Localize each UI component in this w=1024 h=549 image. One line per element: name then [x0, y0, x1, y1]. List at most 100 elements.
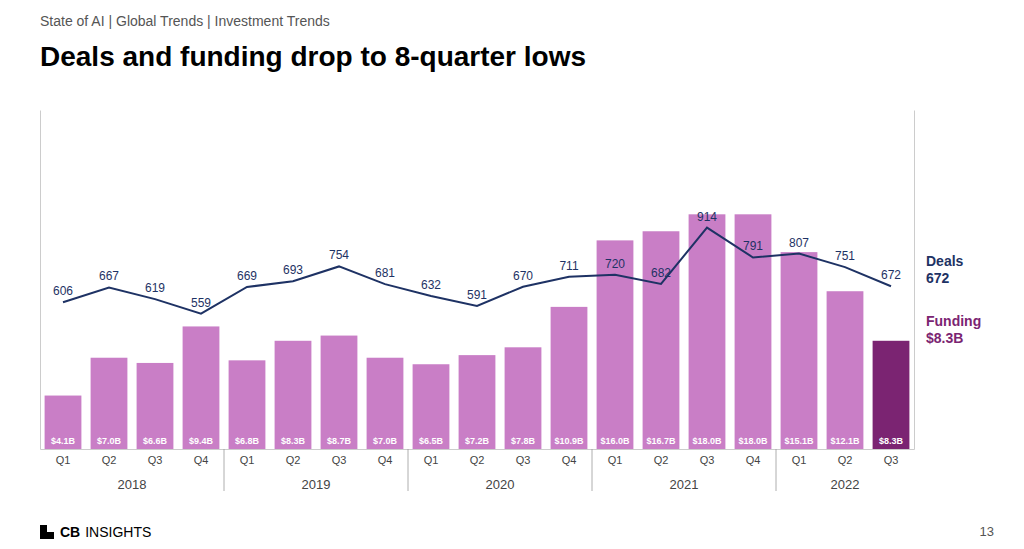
point-label: 632: [421, 278, 441, 292]
x-tick-label: Q3: [148, 454, 163, 466]
x-axis-line: [41, 449, 915, 450]
bar-label: $4.1B: [51, 436, 76, 446]
bar-label: $8.3B: [281, 436, 306, 446]
bar: [275, 341, 312, 449]
logo-notch: [47, 525, 54, 532]
bar: [91, 358, 128, 449]
point-label: 807: [789, 236, 809, 250]
data-labels: $4.1B$7.0B$6.6B$9.4B$6.8B$8.3B$8.7B$7.0B…: [51, 210, 904, 446]
x-tick: Q3: [516, 449, 531, 466]
year-divider: [592, 449, 593, 491]
x-tick-label: Q4: [562, 454, 577, 466]
footer-text: INSIGHTS: [85, 524, 151, 540]
bar: [229, 360, 266, 449]
x-tick-label: Q1: [56, 454, 71, 466]
bar: [781, 252, 818, 449]
year-divider: [224, 449, 225, 491]
bar-label: $8.7B: [327, 436, 352, 446]
x-tick-label: Q3: [700, 454, 715, 466]
bar: [873, 341, 910, 449]
bar: [45, 396, 82, 449]
logo-square: [40, 525, 54, 539]
chart: State of AI | Global Trends | Investment…: [0, 0, 1024, 549]
x-tick-label: Q2: [102, 454, 117, 466]
bar: [321, 336, 358, 449]
x-tick: Q4: [378, 449, 393, 466]
point-label: 667: [99, 269, 119, 283]
year-label: 2018: [118, 477, 147, 492]
point-label: 720: [605, 257, 625, 271]
bar-label: $16.7B: [646, 436, 676, 446]
bar: [505, 347, 542, 449]
x-tick-label: Q4: [194, 454, 209, 466]
legend: Funding$8.3BDeals672: [926, 253, 981, 346]
legend-entry: Funding: [926, 313, 981, 329]
x-tick: Q3: [332, 449, 347, 466]
bar: [689, 214, 726, 449]
bar-label: $7.0B: [97, 436, 122, 446]
x-tick-label: Q3: [516, 454, 531, 466]
bar: [137, 363, 174, 449]
bar-label: $7.2B: [465, 436, 490, 446]
title: Deals and funding drop to 8-quarter lows: [40, 41, 586, 72]
x-tick-label: Q4: [378, 454, 393, 466]
year-label: 2021: [670, 477, 699, 492]
x-tick: Q2: [654, 449, 669, 466]
x-tick: Q1: [792, 449, 807, 466]
page-number: 13: [980, 524, 994, 539]
bar-label: $18.0B: [738, 436, 768, 446]
point-label: 682: [651, 266, 671, 280]
x-tick: Q4: [746, 449, 761, 466]
plot-marks: [45, 214, 910, 449]
bar: [551, 307, 588, 449]
year-groups: 2018 2019 2020 2021 2022: [118, 449, 860, 492]
x-tick: Q2: [286, 449, 301, 466]
bar: [827, 291, 864, 449]
x-tick-label: Q2: [286, 454, 301, 466]
x-tick-label: Q3: [332, 454, 347, 466]
bar-label: $7.0B: [373, 436, 398, 446]
y-axis-line: [40, 111, 41, 450]
year-divider: [776, 449, 777, 491]
x-tick-label: Q3: [884, 454, 899, 466]
subtitle: State of AI | Global Trends | Investment…: [40, 13, 330, 29]
year-label: 2019: [302, 477, 331, 492]
x-tick: Q1: [240, 449, 255, 466]
x-tick: Q1: [424, 449, 439, 466]
x-tick-label: Q2: [470, 454, 485, 466]
point-label: 914: [697, 210, 717, 224]
legend-value: $8.3B: [926, 330, 963, 346]
bar-label: $7.8B: [511, 436, 536, 446]
x-tick: Q4: [562, 449, 577, 466]
point-label: 670: [513, 269, 533, 283]
bar-label: $10.9B: [554, 436, 584, 446]
x-tick-label: Q2: [654, 454, 669, 466]
point-label: 754: [329, 248, 349, 262]
bar-label: $9.4B: [189, 436, 214, 446]
point-label: 669: [237, 269, 257, 283]
point-label: 791: [743, 239, 763, 253]
bar: [643, 231, 680, 449]
bar-label: $8.3B: [879, 436, 904, 446]
point-label: 606: [53, 284, 73, 298]
year-label: 2022: [831, 477, 860, 492]
x-tick: Q3: [148, 449, 163, 466]
x-tick-label: Q4: [746, 454, 761, 466]
point-label: 711: [559, 259, 578, 273]
x-tick-label: Q1: [608, 454, 623, 466]
bar-label: $16.0B: [600, 436, 630, 446]
x-tick: Q3: [884, 449, 899, 466]
x-tick: Q2: [838, 449, 853, 466]
x-axis: Q1 Q2 Q3 Q4 Q1 Q2 Q3 Q4 Q1 Q2 Q3 Q4 Q1 Q2 Q3 Q4 Q1 Q2 Q3: [41, 449, 915, 466]
x-tick-label: Q1: [424, 454, 439, 466]
x-tick-label: Q1: [792, 454, 807, 466]
bar-label: $12.1B: [830, 436, 860, 446]
year-label: 2020: [486, 477, 515, 492]
y2-axis-line: [914, 111, 915, 450]
point-label: 591: [467, 288, 487, 302]
x-tick: Q1: [608, 449, 623, 466]
point-label: 693: [283, 263, 303, 277]
legend-value: 672: [926, 270, 950, 286]
bar: [183, 326, 220, 449]
point-label: 751: [835, 249, 855, 263]
